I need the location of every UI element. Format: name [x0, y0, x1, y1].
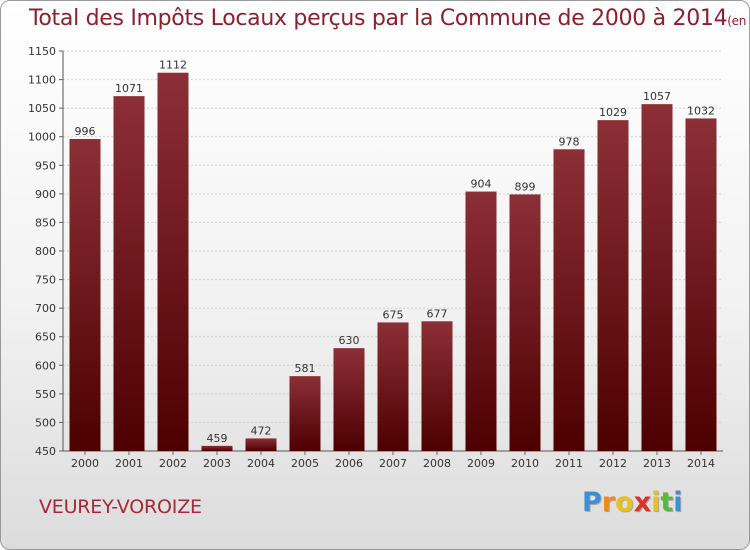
- x-tick-label: 2011: [555, 457, 583, 470]
- bar: [377, 322, 409, 451]
- bar: [69, 139, 101, 451]
- data-label: 978: [559, 135, 580, 148]
- bar: [201, 445, 233, 451]
- bar: [465, 191, 497, 452]
- bar: [509, 194, 541, 451]
- x-tick-label: 2001: [115, 457, 143, 470]
- x-tick-label: 2006: [335, 457, 363, 470]
- data-label: 630: [339, 334, 360, 347]
- x-tick-label: 2000: [71, 457, 99, 470]
- proxiti-logo: Proxiti: [582, 487, 683, 518]
- x-tick-label: 2013: [643, 457, 671, 470]
- data-label: 1032: [687, 104, 715, 117]
- logo-letter: i: [673, 487, 683, 518]
- y-tick-label: 1100: [28, 74, 56, 87]
- x-tick-label: 2002: [159, 457, 187, 470]
- data-label: 581: [295, 362, 316, 375]
- x-tick-label: 2010: [511, 457, 539, 470]
- bar: [157, 72, 189, 451]
- y-tick-label: 550: [35, 388, 56, 401]
- x-tick-label: 2004: [247, 457, 275, 470]
- bar: [685, 118, 717, 451]
- bar: [289, 376, 321, 451]
- data-label: 899: [515, 180, 536, 193]
- y-tick-label: 1000: [28, 131, 56, 144]
- y-tick-label: 950: [35, 159, 56, 172]
- y-tick-label: 900: [35, 188, 56, 201]
- x-tick-label: 2009: [467, 457, 495, 470]
- y-tick-label: 1050: [28, 102, 56, 115]
- logo-letter: P: [582, 487, 602, 518]
- x-tick-label: 2003: [203, 457, 231, 470]
- y-tick-label: 600: [35, 359, 56, 372]
- data-label: 996: [75, 125, 96, 138]
- logo-letter: r: [601, 487, 616, 518]
- bar: [245, 438, 277, 451]
- bar: [421, 321, 453, 451]
- data-label: 904: [471, 178, 492, 191]
- bar: [553, 149, 585, 452]
- x-tick-label: 2007: [379, 457, 407, 470]
- y-tick-label: 750: [35, 274, 56, 287]
- data-label: 1071: [115, 82, 143, 95]
- chart-title: Total des Impôts Locaux perçus par la Co…: [29, 6, 749, 31]
- logo-letter: x: [633, 487, 652, 518]
- x-tick-label: 2008: [423, 457, 451, 470]
- y-tick-label: 700: [35, 302, 56, 315]
- y-tick-label: 450: [35, 445, 56, 458]
- logo-letter: o: [615, 487, 634, 518]
- logo-letter: t: [660, 487, 674, 518]
- data-label: 459: [207, 432, 228, 445]
- bar: [113, 96, 145, 452]
- y-tick-label: 850: [35, 216, 56, 229]
- y-tick-label: 650: [35, 331, 56, 344]
- data-label: 1029: [599, 106, 627, 119]
- y-tick-label: 1150: [28, 45, 56, 58]
- bar: [333, 348, 365, 451]
- data-label: 472: [251, 424, 272, 437]
- chart-title-unit: (en milliers d'€): [727, 14, 749, 28]
- x-tick-label: 2014: [687, 457, 715, 470]
- chart-title-main: Total des Impôts Locaux perçus par la Co…: [29, 6, 728, 31]
- data-label: 675: [383, 308, 404, 321]
- data-label: 1112: [159, 59, 187, 72]
- data-label: 1057: [643, 90, 671, 103]
- commune-name: VEUREY-VOROIZE: [39, 496, 202, 518]
- y-tick-label: 500: [35, 416, 56, 429]
- y-tick-label: 800: [35, 245, 56, 258]
- data-label: 677: [427, 307, 448, 320]
- bar: [641, 104, 673, 452]
- logo-letter: i: [651, 487, 661, 518]
- x-tick-label: 2005: [291, 457, 319, 470]
- x-tick-label: 2012: [599, 457, 627, 470]
- bar: [597, 120, 629, 452]
